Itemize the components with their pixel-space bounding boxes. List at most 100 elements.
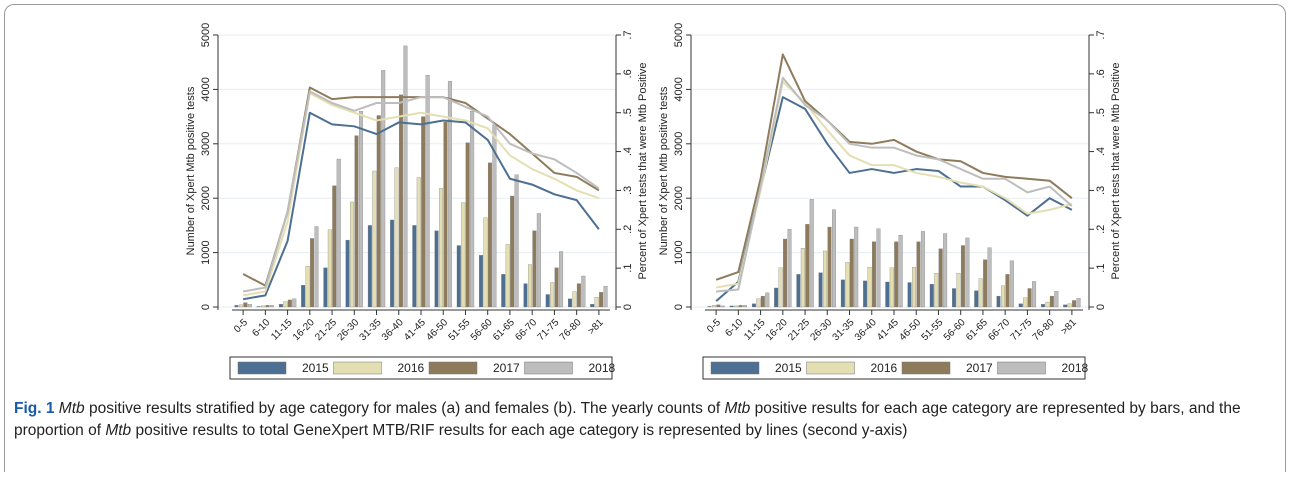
x-tick-label: 0-5 — [705, 317, 723, 335]
bar — [787, 229, 792, 308]
bar — [465, 142, 470, 308]
x-tick-label: 56-60 — [942, 317, 968, 343]
bar — [505, 244, 510, 308]
y-tick-label: 2000 — [200, 186, 212, 210]
bar — [358, 111, 363, 308]
x-tick-label: 21-25 — [313, 317, 339, 343]
y2-tick-label: 0 — [622, 304, 634, 310]
bar — [559, 251, 564, 308]
bar — [809, 199, 814, 308]
legend-swatch — [997, 361, 1046, 375]
bar — [845, 262, 850, 308]
bar — [599, 292, 604, 308]
y-tick-label: 0 — [673, 304, 685, 310]
bar — [983, 259, 988, 308]
bar — [572, 291, 577, 308]
bar — [470, 111, 475, 308]
bar — [974, 290, 979, 308]
bar — [390, 219, 395, 308]
bar — [952, 288, 957, 308]
bar — [443, 121, 448, 308]
legend-label: 2018 — [589, 361, 616, 375]
bar — [711, 305, 716, 308]
bar — [938, 248, 943, 308]
bar — [261, 305, 266, 308]
x-tick-label: 16-20 — [764, 317, 790, 343]
bar — [594, 297, 599, 308]
bar — [479, 255, 484, 308]
y2-axis-title: Percent of Xpert tests that were Mtb Pos… — [637, 62, 649, 279]
x-tick-label: 0-5 — [232, 317, 250, 335]
bar — [1054, 291, 1059, 308]
bar — [823, 250, 828, 308]
legend-box — [702, 356, 1086, 380]
bar — [292, 298, 297, 308]
x-tick-label: 51-55 — [447, 317, 473, 343]
bar — [1005, 274, 1010, 308]
bar — [716, 304, 721, 308]
bar — [929, 284, 934, 308]
x-tick-label: 26-30 — [808, 317, 834, 343]
legend-swatch — [710, 361, 760, 375]
bar — [872, 241, 876, 308]
bar — [399, 94, 403, 308]
bar — [314, 226, 319, 308]
bar — [1063, 304, 1068, 308]
legend-swatch — [901, 361, 951, 375]
bar — [831, 209, 836, 308]
y2-tick-label: .2 — [622, 225, 634, 234]
bar — [796, 274, 801, 308]
x-tick-label: 21-25 — [786, 317, 812, 343]
bar — [1027, 288, 1032, 308]
bar — [590, 304, 595, 308]
y2-tick-label: .4 — [622, 147, 634, 156]
y2-tick-label: .3 — [1095, 186, 1107, 195]
bar — [885, 281, 890, 308]
bar — [743, 305, 747, 308]
bar — [381, 70, 386, 308]
bar — [447, 81, 452, 308]
legend-swatch — [237, 361, 287, 375]
line — [715, 80, 1073, 289]
bar — [965, 237, 970, 308]
bar — [907, 282, 912, 308]
bar — [707, 306, 712, 308]
bar — [372, 170, 377, 308]
bar — [536, 213, 541, 308]
caption-italic: Mtb — [105, 422, 132, 439]
legend-swatch — [806, 361, 855, 375]
bar — [568, 298, 572, 308]
bar — [270, 305, 274, 308]
legend-swatch — [428, 361, 478, 375]
bar — [514, 174, 519, 308]
y-tick-label: 4000 — [200, 77, 212, 101]
bar — [243, 302, 248, 308]
y2-tick-label: .1 — [622, 264, 634, 273]
bar — [527, 264, 532, 308]
x-tick-label: 66-70 — [986, 317, 1012, 343]
bar — [778, 267, 783, 308]
y2-tick-label: .1 — [1095, 264, 1107, 273]
y-tick-label: 0 — [200, 304, 212, 310]
bar — [1018, 303, 1023, 308]
bar — [943, 233, 948, 308]
bar — [483, 217, 488, 308]
caption: Fig. 1 Mtb positive results stratified b… — [14, 398, 1276, 442]
bar — [354, 135, 359, 308]
y2-tick-label: .6 — [1095, 69, 1107, 78]
bar — [310, 238, 315, 308]
x-tick-label: 31-35 — [831, 317, 857, 343]
legend-label: 2016 — [871, 361, 898, 375]
bar — [1072, 300, 1077, 308]
y2-tick-label: .4 — [1095, 147, 1107, 156]
bar — [898, 235, 903, 308]
caption-label: Fig. 1 — [14, 400, 55, 417]
bar — [1032, 281, 1037, 308]
bar — [301, 285, 306, 308]
bar — [978, 278, 983, 308]
caption-text: positive results to total GeneXpert MTB/… — [135, 422, 908, 439]
bar — [576, 283, 581, 308]
legend-box — [229, 356, 613, 380]
bar — [1041, 304, 1045, 308]
